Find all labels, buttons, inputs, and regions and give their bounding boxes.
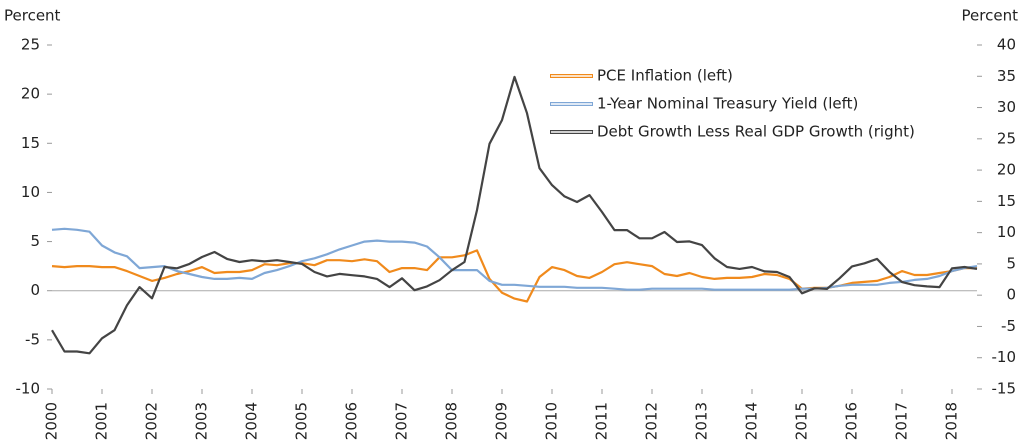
- x-tick-label: 2001: [93, 402, 111, 440]
- y2-tick-label: -15: [992, 380, 1017, 398]
- legend-label: PCE Inflation (left): [597, 67, 733, 85]
- y2-tick-label: 30: [997, 98, 1016, 116]
- x-tick-label: 2007: [393, 402, 411, 440]
- x-tick-label: 2012: [643, 402, 661, 440]
- y-tick-label: 5: [30, 232, 40, 250]
- y2-tick-label: 35: [997, 67, 1016, 85]
- series-line: [51, 249, 977, 303]
- y2-axis-label: Percent: [962, 7, 1019, 25]
- legend-label: Debt Growth Less Real GDP Growth (right): [597, 123, 915, 141]
- y-tick-label: 10: [21, 183, 40, 201]
- x-tick-label: 2002: [143, 402, 161, 440]
- x-tick-label: 2011: [593, 402, 611, 440]
- y-tick-label: 20: [21, 85, 40, 103]
- y-tick-label: 0: [30, 281, 40, 299]
- x-tick-label: 2013: [693, 402, 711, 440]
- x-tick-label: 2017: [893, 402, 911, 440]
- x-tick-label: 2018: [943, 402, 961, 440]
- y2-tick-label: 15: [997, 192, 1016, 210]
- y2-tick-label: -5: [1001, 317, 1016, 335]
- x-tick-label: 2005: [293, 402, 311, 440]
- y-axis-label: Percent: [4, 7, 61, 25]
- y2-tick-label: 25: [997, 129, 1016, 147]
- legend-label: 1-Year Nominal Treasury Yield (left): [597, 95, 858, 113]
- y-tick-label: -10: [16, 380, 41, 398]
- y-tick-label: 15: [21, 134, 40, 152]
- x-tick-label: 2008: [443, 402, 461, 440]
- x-tick-label: 2009: [493, 402, 511, 440]
- x-tick-label: 2000: [43, 402, 61, 440]
- y2-tick-label: 5: [1006, 254, 1016, 272]
- y2-tick-label: 40: [997, 36, 1016, 54]
- x-tick-label: 2006: [343, 402, 361, 440]
- x-tick-label: 2014: [743, 402, 761, 440]
- y2-tick-label: 10: [997, 223, 1016, 241]
- x-tick-label: 2010: [543, 402, 561, 440]
- series-line: [51, 75, 978, 355]
- y-tick-label: -5: [25, 330, 40, 348]
- y2-tick-label: -10: [992, 348, 1017, 366]
- x-tick-label: 2016: [843, 402, 861, 440]
- x-tick-label: 2003: [193, 402, 211, 440]
- y2-tick-label: 0: [1006, 286, 1016, 304]
- y2-tick-label: 20: [997, 161, 1016, 179]
- y-tick-label: 25: [21, 36, 40, 54]
- x-tick-label: 2015: [793, 402, 811, 440]
- x-tick-label: 2004: [243, 402, 261, 440]
